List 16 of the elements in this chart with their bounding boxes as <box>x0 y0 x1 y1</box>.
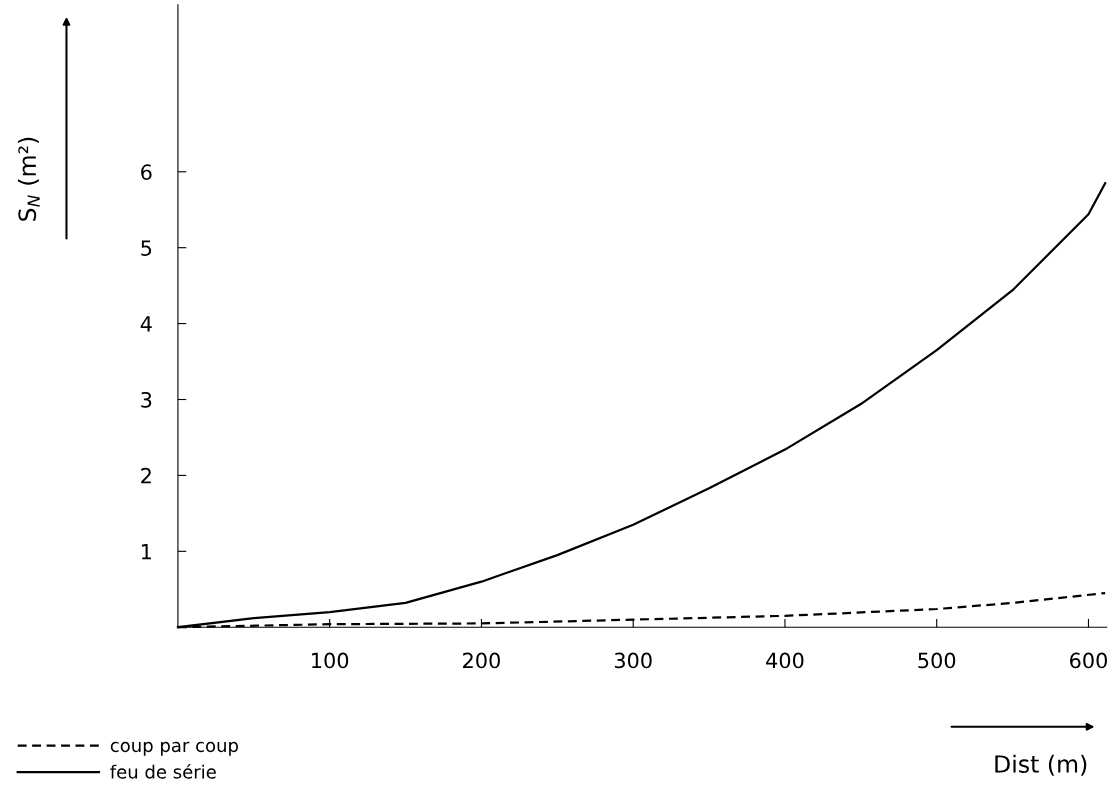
legend-label: feu de série <box>110 763 216 779</box>
y-tick-label: 6 <box>141 164 152 180</box>
x-tick-label: 200 <box>463 652 500 669</box>
x-axis-title: Dist (m) <box>995 754 1087 776</box>
x-tick-label: 400 <box>766 652 804 669</box>
y-axis-title: S$_{N}$ (m²) <box>17 137 40 221</box>
x-tick-label: 600 <box>1070 652 1107 669</box>
y-tick-label: 4 <box>140 316 152 332</box>
x-tick-label: 500 <box>918 652 956 669</box>
x-tick-label: 300 <box>614 652 652 669</box>
y-tick-label: 1 <box>141 544 151 560</box>
x-tick-label: 100 <box>312 652 349 669</box>
y-tick-label: 5 <box>141 240 152 256</box>
y-tick-label: 2 <box>141 467 151 484</box>
legend-label: coup par coup <box>110 741 238 756</box>
y-tick-label: 3 <box>141 391 152 408</box>
